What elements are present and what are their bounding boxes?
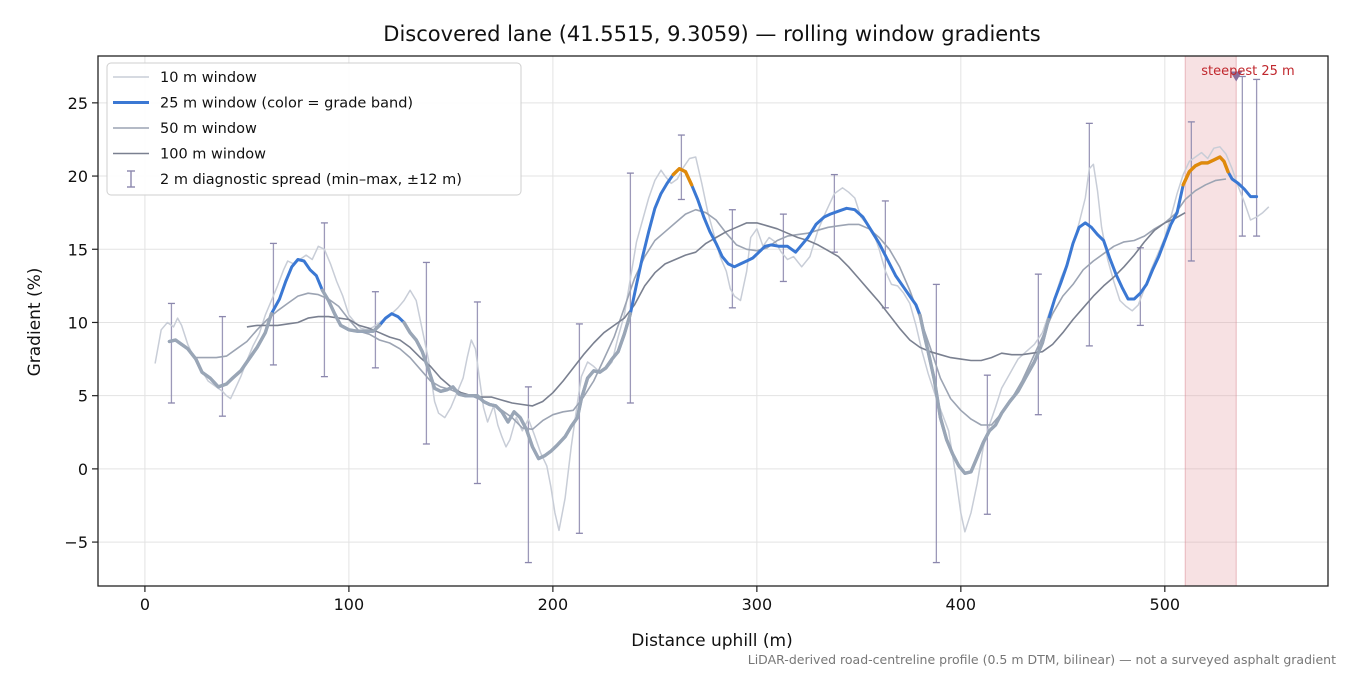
series-10m-line bbox=[154, 146, 1270, 533]
legend-label: 100 m window bbox=[160, 147, 266, 163]
chart-title: Discovered lane (41.5515, 9.3059) — roll… bbox=[383, 22, 1040, 46]
steepest-label: steepest 25 m bbox=[1201, 64, 1294, 79]
series-25m-steep-band bbox=[671, 167, 694, 187]
x-tick-label: 0 bbox=[140, 595, 150, 614]
y-tick-label: −5 bbox=[64, 533, 88, 552]
x-tick-label: 500 bbox=[1150, 595, 1181, 614]
y-tick-label: 15 bbox=[68, 240, 88, 259]
series-25m-low-band bbox=[320, 288, 382, 333]
series-100m-line bbox=[246, 212, 1186, 407]
legend: 10 m window 25 m window (color = grade ba… bbox=[106, 62, 522, 196]
x-tick-label: 400 bbox=[946, 595, 977, 614]
y-tick-label: 25 bbox=[68, 94, 88, 113]
series-50m-line bbox=[195, 178, 1227, 431]
x-tick-label: 200 bbox=[538, 595, 569, 614]
footnote: LiDAR-derived road-centreline profile (0… bbox=[748, 652, 1336, 667]
series-25m-steep-band bbox=[1181, 155, 1230, 187]
y-tick-label: 0 bbox=[78, 460, 88, 479]
legend-box bbox=[106, 62, 522, 196]
legend-label: 10 m window bbox=[160, 70, 257, 86]
y-tick-label: 5 bbox=[78, 387, 88, 406]
y-tick-label: 10 bbox=[68, 313, 88, 332]
series-layer bbox=[154, 75, 1270, 564]
plot-frame bbox=[97, 55, 1329, 587]
x-axis-label: Distance uphill (m) bbox=[631, 631, 792, 651]
legend-label: 50 m window bbox=[160, 121, 257, 137]
y-axis-label: Gradient (%) bbox=[25, 268, 45, 377]
steepest-highlight-band bbox=[1184, 55, 1237, 587]
x-tick-label: 300 bbox=[742, 595, 773, 614]
x-tick-label: 100 bbox=[334, 595, 365, 614]
series-25m-low-band bbox=[167, 312, 274, 389]
plot-area: steepest 25 m 0 100 200 300 400 500 −5 0 5 10 15 20 2… bbox=[64, 55, 1329, 614]
series-25m-low-band bbox=[918, 313, 1051, 475]
steepest-marker bbox=[1230, 71, 1243, 82]
series-25m-low-band bbox=[402, 312, 633, 461]
legend-label: 2 m diagnostic spread (min–max, ±12 m) bbox=[160, 172, 462, 188]
y-tick-label: 20 bbox=[68, 167, 88, 186]
legend-label: 25 m window (color = grade band) bbox=[160, 96, 413, 112]
